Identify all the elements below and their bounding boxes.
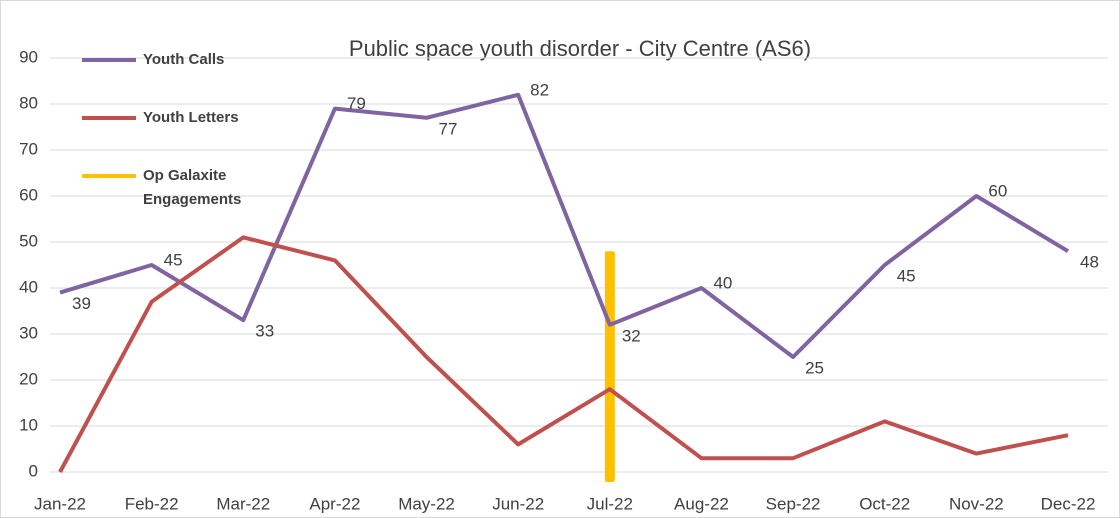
x-tick-label: Feb-22 [125, 494, 179, 513]
data-label: 25 [805, 358, 824, 377]
x-tick-label: Oct-22 [859, 494, 910, 513]
data-label: 77 [439, 119, 458, 138]
data-label: 48 [1080, 253, 1099, 272]
data-label: 32 [622, 326, 641, 345]
x-tick-label: Jan-22 [34, 494, 86, 513]
y-tick-label: 50 [19, 231, 38, 250]
y-tick-label: 0 [29, 461, 38, 480]
y-tick-label: 30 [19, 323, 38, 342]
data-label: 45 [897, 266, 916, 285]
data-label: 40 [713, 273, 732, 292]
legend-label: Op Galaxite Engagements [143, 167, 241, 208]
y-tick-label: 90 [19, 47, 38, 66]
series-line [58, 235, 1069, 473]
x-tick-label: Mar-22 [216, 494, 270, 513]
x-tick-label: Jul-22 [587, 494, 633, 513]
data-label: 45 [164, 250, 183, 269]
y-tick-label: 10 [19, 415, 38, 434]
y-tick-label: 40 [19, 277, 38, 296]
series-line [59, 92, 1070, 359]
legend-label: Youth Calls [143, 51, 224, 68]
x-tick-label: Sep-22 [766, 494, 821, 513]
x-tick-label: Apr-22 [309, 494, 360, 513]
x-tick-label: Dec-22 [1041, 494, 1096, 513]
data-label: 60 [988, 181, 1007, 200]
x-tick-label: May-22 [398, 494, 455, 513]
y-tick-label: 60 [19, 185, 38, 204]
y-tick-label: 70 [19, 139, 38, 158]
y-tick-label: 20 [19, 369, 38, 388]
data-label: 33 [255, 322, 274, 341]
data-label: 82 [530, 80, 549, 99]
data-label: 79 [347, 94, 366, 113]
x-tick-label: Nov-22 [949, 494, 1004, 513]
data-label: 39 [72, 294, 91, 313]
bar [604, 251, 615, 482]
y-tick-label: 80 [19, 93, 38, 112]
chart-title: Public space youth disorder - City Centr… [349, 36, 811, 61]
x-tick-label: Aug-22 [674, 494, 729, 513]
x-tick-label: Jun-22 [492, 494, 544, 513]
legend-label: Youth Letters [143, 109, 239, 126]
